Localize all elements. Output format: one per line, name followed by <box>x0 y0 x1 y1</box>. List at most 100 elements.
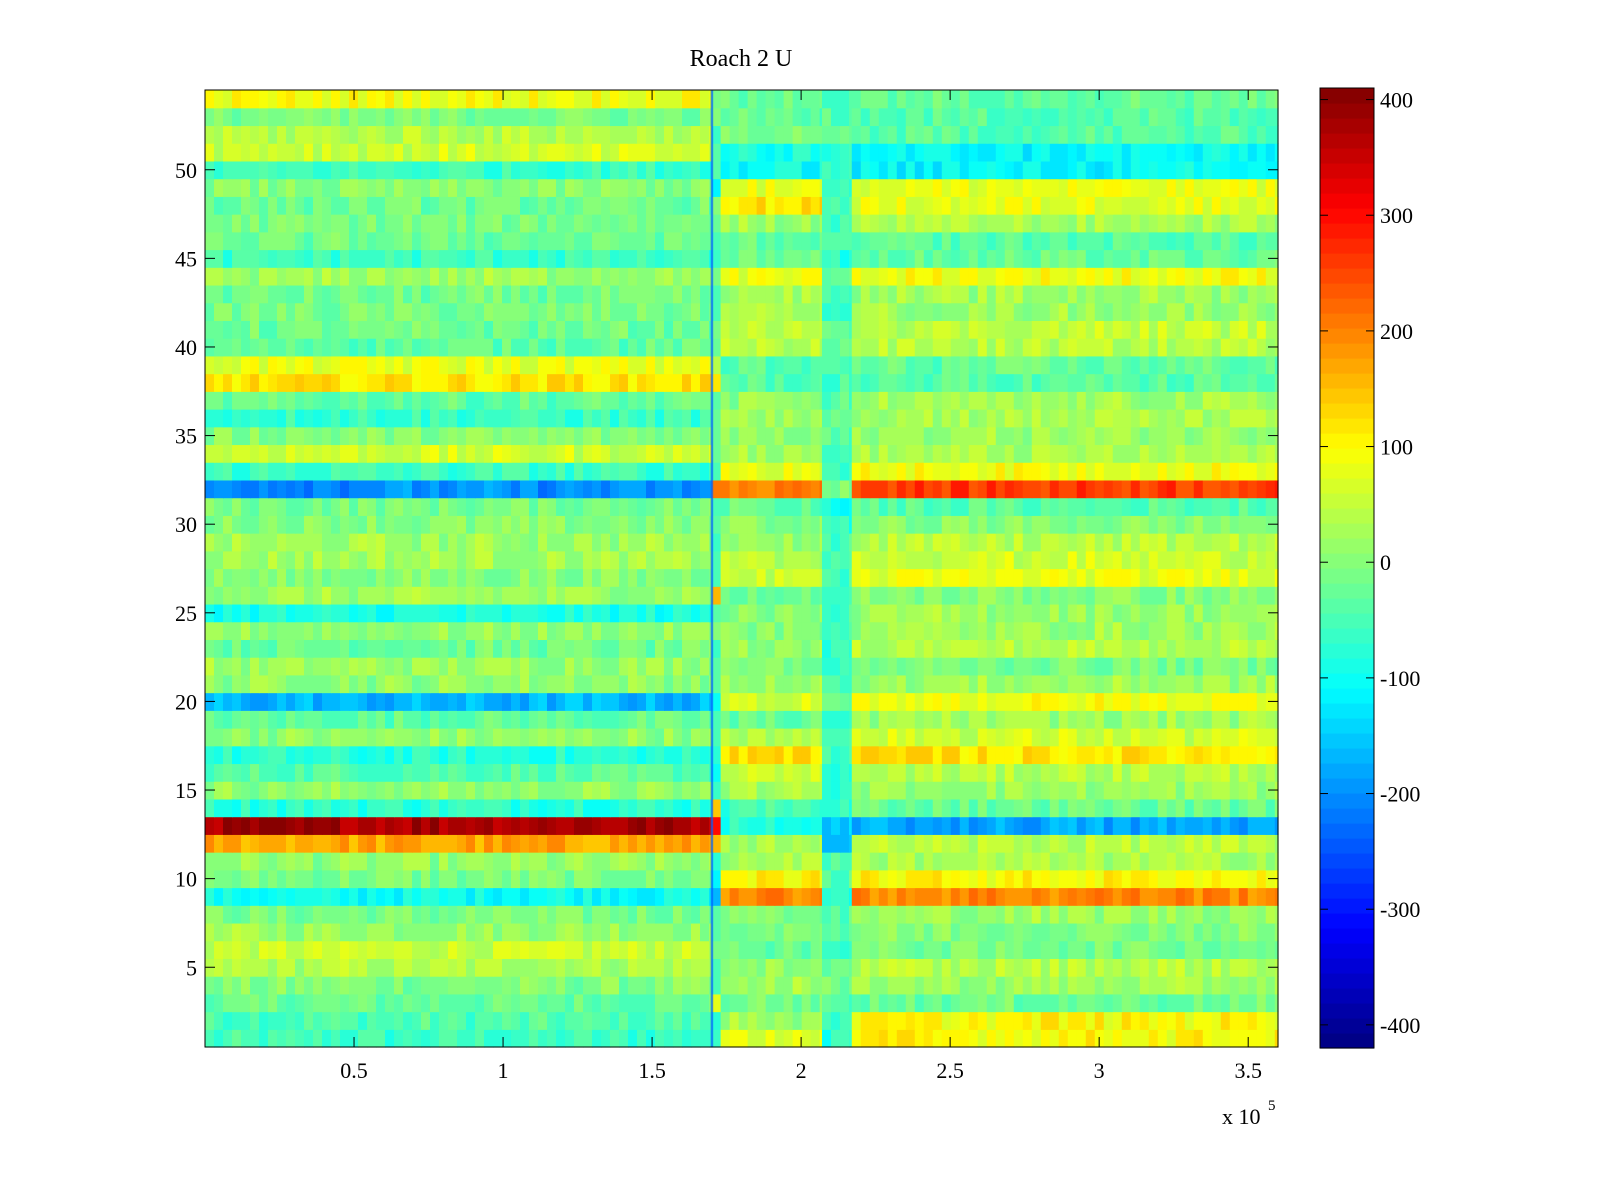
heatmap-cell <box>1049 834 1060 853</box>
heatmap-cell <box>1094 674 1105 694</box>
heatmap-cell <box>959 852 970 871</box>
heatmap-cell <box>1148 1029 1159 1048</box>
heatmap-cell <box>376 887 386 906</box>
heatmap-cell <box>574 125 584 144</box>
heatmap-cell <box>385 550 395 570</box>
heatmap-cell <box>340 1029 350 1048</box>
heatmap-cell <box>839 621 850 640</box>
heatmap-cell <box>682 869 692 889</box>
heatmap-cell <box>556 107 566 127</box>
heatmap-cell <box>565 320 575 339</box>
heatmap-cell <box>385 196 395 215</box>
heatmap-cell <box>711 143 722 162</box>
heatmap-cell <box>1031 816 1042 835</box>
heatmap-cell <box>520 586 530 605</box>
heatmap-cell <box>277 249 287 268</box>
heatmap-cell <box>367 125 377 144</box>
heatmap-cell <box>1076 852 1087 871</box>
heatmap-cell <box>774 922 785 942</box>
heatmap-cell <box>1148 692 1159 711</box>
heatmap-cell <box>1193 869 1204 889</box>
heatmap-cell <box>729 1029 740 1048</box>
heatmap-cell <box>241 1029 251 1048</box>
heatmap-cell <box>340 887 350 906</box>
heatmap-cell <box>385 745 395 765</box>
heatmap-cell <box>830 160 841 180</box>
heatmap-cell <box>810 993 821 1013</box>
heatmap-cell <box>232 231 242 251</box>
heatmap-cell <box>214 267 224 286</box>
heatmap-cell <box>720 267 731 286</box>
heatmap-cell <box>1094 834 1105 853</box>
heatmap-cell <box>295 409 305 428</box>
heatmap-cell <box>709 763 713 782</box>
heatmap-cell <box>1265 798 1276 818</box>
heatmap-cell <box>756 852 767 871</box>
heatmap-cell <box>637 834 647 853</box>
heatmap-cell <box>765 781 776 800</box>
heatmap-cell <box>277 533 287 552</box>
heatmap-cell <box>619 958 629 977</box>
heatmap-cell <box>511 90 521 109</box>
heatmap-cell <box>448 462 458 481</box>
heatmap-cell <box>756 426 767 446</box>
heatmap-cell <box>792 674 803 694</box>
heatmap-cell <box>430 214 440 233</box>
heatmap-cell <box>682 621 692 640</box>
heatmap-cell <box>547 249 557 268</box>
heatmap-cell <box>448 533 458 552</box>
heatmap-cell <box>376 1029 386 1048</box>
heatmap-cell <box>538 178 548 197</box>
heatmap-cell <box>700 125 710 144</box>
heatmap-cell <box>331 728 341 747</box>
heatmap-cell <box>1166 834 1177 853</box>
heatmap-cell <box>277 373 287 392</box>
heatmap-cell <box>765 284 776 304</box>
heatmap-cell <box>313 497 323 516</box>
heatmap-cell <box>682 409 692 428</box>
heatmap-cell <box>932 1029 943 1048</box>
heatmap-cell <box>358 338 368 357</box>
heatmap-cell <box>421 763 431 782</box>
heatmap-cell <box>556 284 566 304</box>
heatmap-cell <box>637 284 647 304</box>
heatmap-cell <box>738 515 749 534</box>
heatmap-cell <box>1247 958 1258 977</box>
heatmap-cell <box>1013 869 1024 889</box>
heatmap-cell <box>1049 710 1060 729</box>
heatmap-cell <box>664 267 674 286</box>
heatmap-cell <box>214 745 224 765</box>
heatmap-cell <box>322 1029 332 1048</box>
heatmap-cell <box>655 444 665 463</box>
heatmap-cell <box>664 338 674 357</box>
heatmap-cell <box>860 869 871 889</box>
heatmap-cell <box>848 533 853 552</box>
heatmap-cell <box>484 763 494 782</box>
heatmap-cell <box>1049 940 1060 959</box>
heatmap-cell <box>774 603 785 623</box>
heatmap-cell <box>610 621 620 640</box>
heatmap-cell <box>277 426 287 446</box>
heatmap-cell <box>700 479 710 499</box>
heatmap-cell <box>682 196 692 215</box>
heatmap-cell <box>610 639 620 658</box>
heatmap-cell <box>792 976 803 995</box>
heatmap-cell <box>232 586 242 605</box>
heatmap-cell <box>511 763 521 782</box>
heatmap-cell <box>628 905 638 924</box>
heatmap-cell <box>1256 763 1267 782</box>
heatmap-cell <box>295 1029 305 1048</box>
heatmap-cell <box>765 426 776 446</box>
heatmap-cell <box>774 90 785 109</box>
heatmap-cell <box>664 515 674 534</box>
heatmap-cell <box>340 338 350 357</box>
heatmap-cell <box>439 940 449 959</box>
heatmap-cell <box>439 160 449 180</box>
heatmap-cell <box>448 284 458 304</box>
heatmap-cell <box>801 426 812 446</box>
heatmap-cell <box>619 621 629 640</box>
heatmap-cell <box>783 674 794 694</box>
heatmap-cell <box>295 320 305 339</box>
heatmap-cell <box>673 852 683 871</box>
heatmap-cell <box>673 338 683 357</box>
